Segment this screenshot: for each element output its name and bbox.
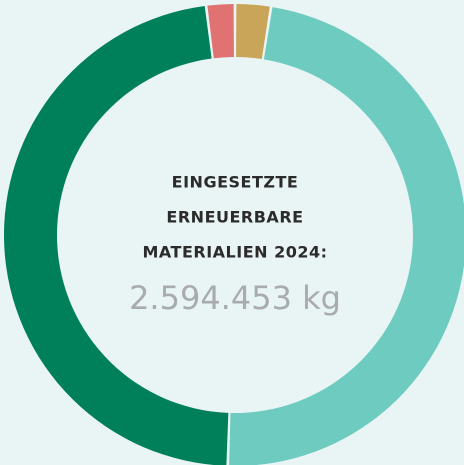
donut-segment [4,5,229,465]
center-title: MATERIALIEN 2024: [142,243,327,262]
center-title: EINGESETZTE [172,173,299,192]
donut-segment [229,7,464,465]
donut-segment [207,4,234,59]
donut-segment [236,4,270,60]
center-value: 2.594.453 kg [129,279,341,317]
center-title: ERNEUERBARE [166,208,303,227]
